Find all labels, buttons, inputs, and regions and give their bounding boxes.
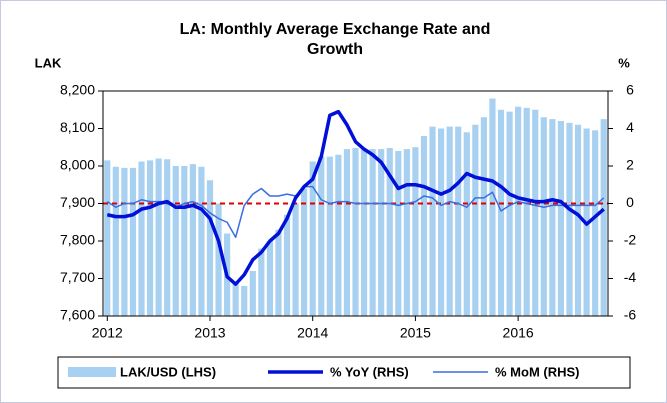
y2-tick-label: 2	[626, 157, 634, 173]
bar	[438, 128, 445, 316]
bar	[497, 109, 505, 316]
bar	[241, 286, 248, 316]
x-tick-label: 2013	[194, 325, 225, 341]
bar	[360, 149, 368, 316]
bar	[172, 166, 179, 316]
bar	[129, 167, 137, 316]
bar	[112, 166, 119, 316]
y2-tick-label: 6	[626, 82, 634, 98]
bar	[540, 117, 547, 316]
line-series	[106, 109, 605, 286]
bar	[566, 122, 573, 316]
bar	[283, 214, 291, 316]
bar	[121, 167, 128, 316]
bar	[446, 126, 453, 316]
bar	[592, 130, 599, 316]
x-tick-label: 2016	[503, 325, 534, 341]
bar	[206, 180, 214, 316]
y-axis-label: LAK	[35, 55, 62, 70]
y-tick-label: 7,600	[60, 307, 95, 323]
bar	[164, 159, 171, 316]
bar	[378, 149, 385, 316]
bar	[343, 149, 351, 316]
x-tick-label: 2015	[400, 325, 431, 341]
bar	[146, 160, 154, 316]
bar	[104, 160, 111, 316]
bar	[557, 121, 565, 316]
y2-tick-label: 0	[626, 194, 634, 210]
y2-tick-label: -6	[624, 307, 637, 323]
bar	[352, 148, 359, 316]
bar	[489, 98, 496, 316]
bar	[266, 241, 273, 316]
bar	[506, 111, 513, 316]
bar	[301, 188, 308, 316]
bar	[215, 203, 222, 316]
bar	[189, 164, 196, 316]
bar	[198, 166, 205, 316]
bar	[155, 158, 162, 316]
y-tick-label: 7,700	[60, 269, 95, 285]
legend-label: % MoM (RHS)	[495, 364, 580, 379]
bar	[574, 124, 582, 316]
bar	[549, 119, 556, 316]
line-series	[106, 185, 605, 238]
legend-swatch	[68, 367, 116, 377]
bar	[309, 161, 316, 316]
y2-axis-label: %	[618, 55, 630, 70]
y-tick-label: 8,200	[60, 82, 95, 98]
x-tick-label: 2014	[297, 325, 328, 341]
legend-box	[57, 356, 631, 389]
bar	[326, 156, 333, 316]
chart-title: LA: Monthly Average Exchange Rate and Gr…	[179, 21, 491, 58]
bar	[335, 154, 342, 316]
bar	[181, 166, 188, 316]
bar	[138, 161, 145, 316]
bar	[292, 203, 299, 316]
bar	[258, 248, 265, 316]
bar	[420, 136, 428, 316]
bar	[463, 132, 470, 316]
y-tick-label: 8,000	[60, 157, 95, 173]
x-tick-label: 2012	[92, 325, 123, 341]
bar	[275, 229, 282, 316]
bar	[455, 126, 462, 316]
y-tick-label: 7,800	[60, 232, 95, 248]
legend-label: LAK/USD (LHS)	[120, 364, 216, 379]
bar	[480, 117, 487, 316]
bar	[532, 109, 539, 316]
bar	[249, 271, 256, 316]
y2-tick-label: 4	[626, 119, 634, 135]
bar	[412, 147, 419, 316]
bar	[472, 124, 479, 316]
bar	[523, 107, 530, 316]
y2-tick-label: -4	[624, 269, 637, 285]
bar	[395, 151, 402, 316]
bar	[232, 282, 239, 316]
y2-tick-label: -2	[624, 232, 637, 248]
bar	[429, 126, 436, 316]
y-tick-label: 8,100	[60, 119, 95, 135]
bar	[369, 149, 376, 316]
bar	[600, 119, 607, 316]
bar	[403, 149, 410, 316]
legend-label: % YoY (RHS)	[330, 364, 409, 379]
bar	[515, 106, 522, 316]
bar	[318, 156, 325, 316]
bar	[386, 148, 393, 316]
y-tick-label: 7,900	[60, 194, 95, 210]
